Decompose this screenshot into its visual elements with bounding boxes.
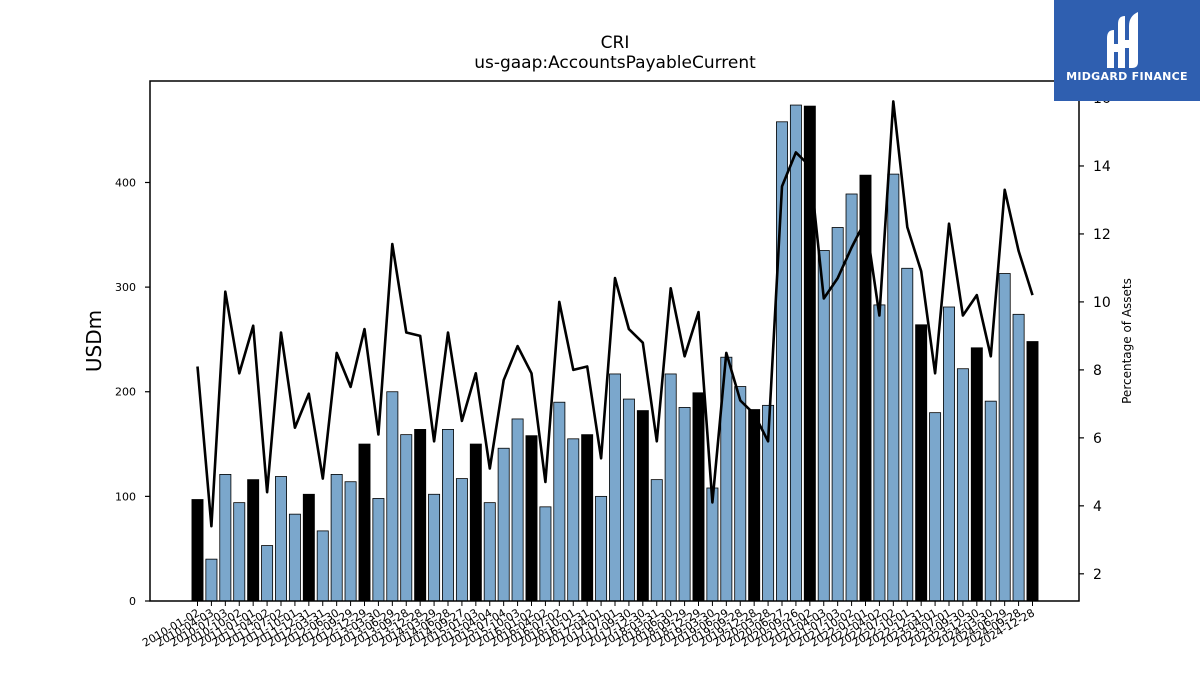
bar [247, 479, 260, 602]
bar [622, 398, 635, 602]
bar [233, 502, 246, 602]
bar [511, 418, 524, 602]
midgard-m-logo-icon [1107, 12, 1138, 68]
y-tick-label: 200 [115, 386, 136, 399]
bar [1026, 341, 1039, 602]
axes-layer: 01002003004002468101214162010-01-022010-… [115, 80, 1111, 650]
bar [636, 410, 649, 602]
bar [956, 368, 969, 602]
bar [567, 438, 580, 602]
bar [553, 401, 566, 602]
bar [984, 400, 997, 602]
y-tick-label: 300 [115, 281, 136, 294]
y2-tick-label: 8 [1093, 363, 1102, 379]
y-tick-label: 100 [115, 490, 136, 503]
bar [483, 502, 496, 602]
brand-logo: MIDGARD FINANCE [1054, 0, 1200, 101]
bar [998, 273, 1011, 602]
bar [664, 373, 677, 602]
bar [497, 447, 510, 602]
y2-tick-label: 14 [1093, 159, 1111, 175]
bar [261, 545, 274, 602]
y-tick-label: 400 [115, 176, 136, 189]
bar [344, 481, 357, 602]
bar [734, 386, 747, 602]
bars-layer [191, 104, 1039, 602]
bar [595, 495, 608, 602]
bar [901, 267, 914, 602]
chart-title: CRI [601, 33, 630, 53]
bar [302, 493, 315, 602]
y2-tick-label: 6 [1093, 431, 1102, 447]
bar [539, 506, 552, 602]
bar [692, 392, 705, 602]
bar [191, 499, 204, 602]
bar [650, 479, 663, 602]
y2-tick-label: 12 [1093, 227, 1111, 243]
y2-tick-label: 2 [1093, 567, 1102, 583]
bar [817, 250, 830, 602]
bar [372, 498, 385, 602]
series-line [196, 100, 1034, 528]
bar [428, 493, 441, 602]
bar [442, 429, 454, 602]
y-axis-label: USDm [82, 310, 106, 372]
y-tick-label: 0 [129, 595, 136, 608]
bar [1012, 313, 1025, 602]
bar [469, 443, 482, 602]
bar [400, 434, 413, 602]
bar [803, 105, 816, 602]
bar [581, 434, 594, 602]
bar [219, 474, 232, 602]
bar [386, 391, 399, 602]
bar [873, 304, 886, 602]
bar [887, 173, 900, 602]
bar [789, 104, 802, 602]
line-layer [196, 100, 1034, 528]
bar [970, 347, 983, 602]
bar [316, 530, 329, 602]
bar [915, 324, 928, 602]
y2-tick-label: 4 [1093, 499, 1102, 515]
y2-tick-label: 10 [1093, 295, 1111, 311]
bar [275, 476, 287, 602]
brand-name: MIDGARD FINANCE [1066, 70, 1188, 83]
bar [330, 474, 343, 602]
bar [525, 435, 538, 602]
bar [455, 478, 468, 602]
bar [678, 407, 691, 602]
bar [943, 306, 955, 602]
bar [706, 487, 719, 602]
bar [414, 429, 427, 602]
bar [288, 513, 301, 602]
chart-subtitle: us-gaap:AccountsPayableCurrent [474, 53, 756, 73]
bar [929, 412, 942, 602]
bar [205, 558, 218, 602]
bar [358, 443, 371, 602]
bar [748, 409, 761, 602]
y2-axis-label: Percentage of Assets [1120, 278, 1134, 404]
bar [609, 373, 621, 602]
